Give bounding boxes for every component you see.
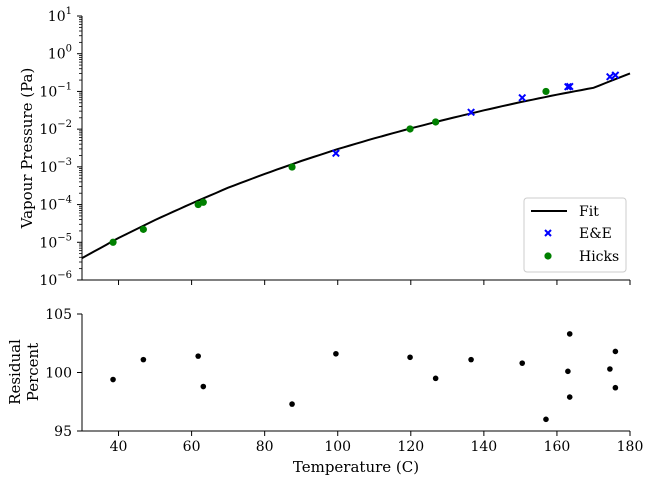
ee-point xyxy=(563,82,572,91)
top-y-tick-label: 100 xyxy=(48,44,72,63)
hicks-point xyxy=(139,225,147,233)
top-y-ticks: 101 100 10−1 10−2 10−3 10−4 10−5 10−6 xyxy=(39,6,82,289)
top-y-axis-label: Vapour Pressure (Pa) xyxy=(18,68,36,230)
x-axis-label: Temperature (C) xyxy=(293,458,419,476)
legend-ee-label: E&E xyxy=(579,226,612,242)
legend-hicks-swatch xyxy=(544,252,552,260)
bottom-y-tick-label: 100 xyxy=(45,366,72,382)
hicks-point xyxy=(288,163,296,171)
hicks-point xyxy=(109,238,117,246)
residual-point xyxy=(468,356,474,363)
top-y-tick-label: 101 xyxy=(48,6,72,25)
x-tick-label: 40 xyxy=(110,439,128,455)
residual-point xyxy=(200,383,207,390)
hicks-point xyxy=(432,118,440,126)
ee-point xyxy=(331,149,340,158)
residual-point xyxy=(432,375,439,382)
top-y-tick-label: 10−5 xyxy=(39,232,72,251)
x-tick-label: 180 xyxy=(617,439,644,455)
residual-points xyxy=(110,331,619,423)
legend-ee-swatch xyxy=(544,229,552,237)
residual-point xyxy=(612,348,619,355)
legend: Fit E&E Hicks xyxy=(523,197,627,273)
ee-point xyxy=(467,108,475,117)
residual-point xyxy=(566,394,573,400)
residual-point xyxy=(519,360,526,366)
top-x-ticks xyxy=(118,280,631,285)
top-y-tick-label: 10−4 xyxy=(39,195,72,214)
bottom-y-axis-label-line-1: Residual xyxy=(6,339,24,405)
top-y-tick-label: 10−2 xyxy=(39,119,72,138)
top-y-tick-label: 10−1 xyxy=(39,81,72,100)
bottom-y-axis-label-line-2: Percent xyxy=(24,343,42,401)
residual-point xyxy=(333,350,339,357)
residual-point xyxy=(566,331,573,337)
residual-point xyxy=(289,401,295,407)
x-tick-label: 140 xyxy=(470,439,497,455)
residual-point xyxy=(110,376,116,383)
fit-line xyxy=(81,72,631,259)
bottom-y-ticks: 95 100 105 xyxy=(45,307,82,440)
x-tick-label: 120 xyxy=(397,439,424,455)
ee-point xyxy=(518,93,527,102)
residual-point xyxy=(407,354,413,361)
hicks-point xyxy=(199,198,207,206)
residual-point xyxy=(140,356,147,363)
top-y-tick-label: 10−6 xyxy=(39,270,72,289)
x-tick-label: 80 xyxy=(256,439,274,455)
top-y-tick-label: 10−3 xyxy=(39,157,72,176)
x-tick-label: 100 xyxy=(324,439,351,455)
bottom-y-tick-label: 105 xyxy=(45,307,72,323)
top-panel: 101 100 10−1 10−2 10−3 10−4 10−5 10−6 Vapour Pr… xyxy=(18,6,631,289)
ee-points xyxy=(331,71,620,158)
bottom-y-tick-label: 95 xyxy=(54,424,72,440)
residual-point xyxy=(543,416,549,423)
x-tick-label: 60 xyxy=(183,439,201,455)
legend-hicks-label: Hicks xyxy=(579,249,619,265)
ee-point xyxy=(565,82,574,91)
residual-point xyxy=(612,384,619,391)
hicks-points xyxy=(109,87,550,246)
legend-fit-label: Fit xyxy=(579,204,599,220)
ee-point xyxy=(611,71,620,80)
residual-point xyxy=(195,353,201,359)
residual-point xyxy=(607,366,613,372)
top-minor-ticks xyxy=(79,17,82,270)
ee-point xyxy=(605,72,614,81)
hicks-point xyxy=(406,125,414,133)
residual-point xyxy=(565,368,571,375)
x-tick-label: 160 xyxy=(544,439,571,455)
hicks-point xyxy=(542,87,550,96)
bottom-x-ticks: 40 60 80 100 120 140 160 180 xyxy=(110,431,644,455)
